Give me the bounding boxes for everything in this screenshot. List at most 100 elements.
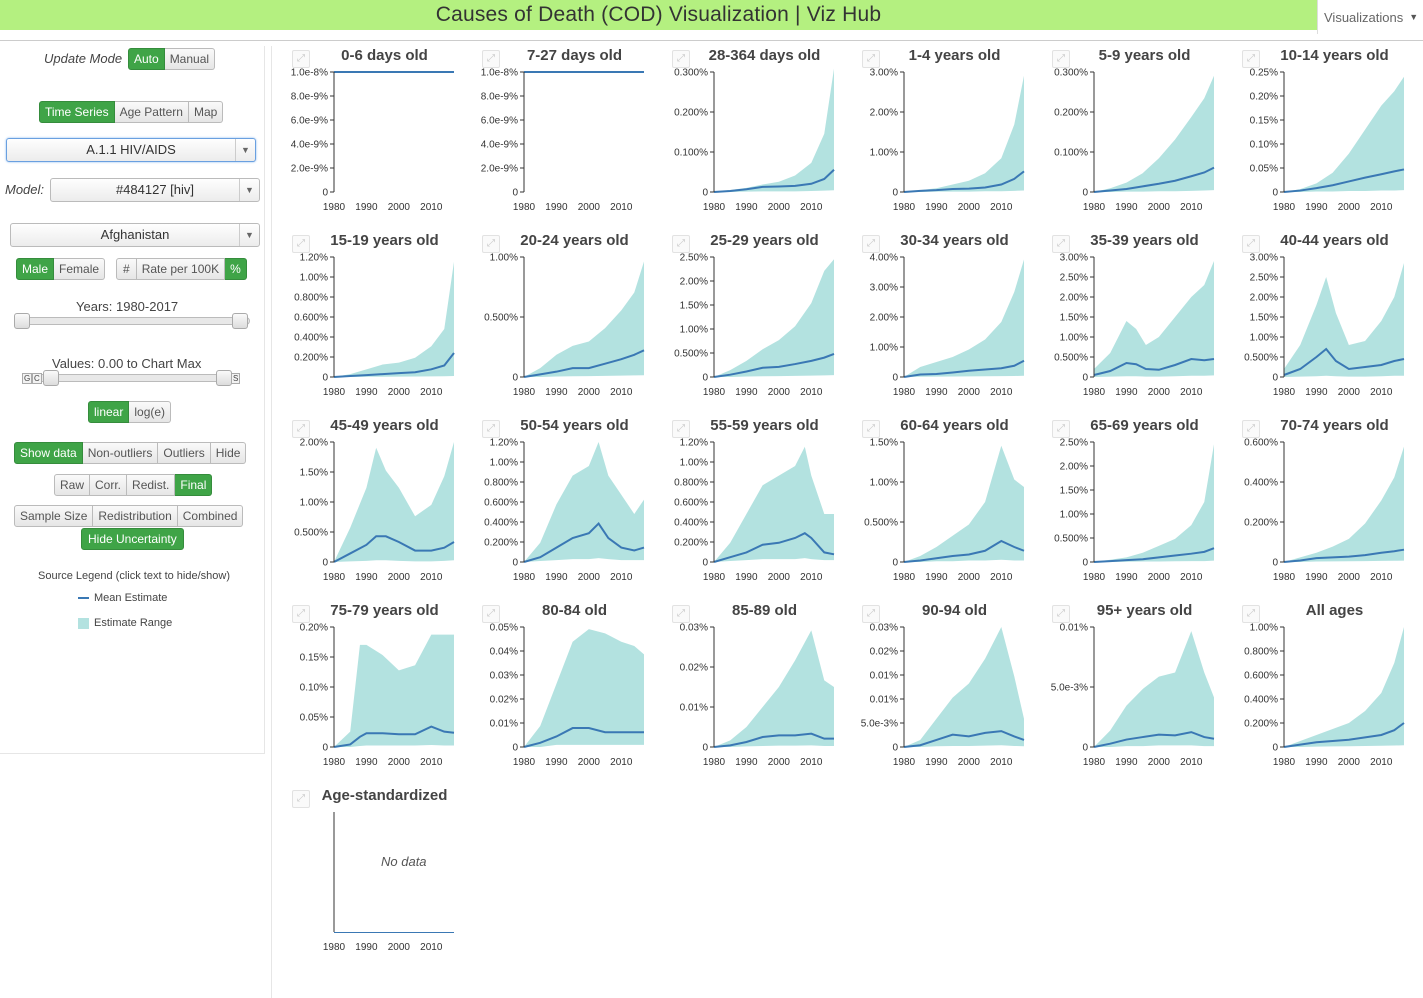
expand-icon[interactable]: ⤢	[1052, 235, 1070, 253]
tab-time-series[interactable]: Time Series	[39, 101, 115, 123]
values-slider-min-handle[interactable]	[43, 370, 59, 386]
expand-icon[interactable]: ⤢	[1242, 605, 1260, 623]
expand-icon[interactable]: ⤢	[862, 235, 880, 253]
y-tick-label: 0.01%	[490, 719, 518, 730]
expand-icon[interactable]: ⤢	[862, 605, 880, 623]
x-tick-label: 2010	[1180, 757, 1203, 768]
update-mode-manual-button[interactable]: Manual	[164, 48, 216, 70]
expand-icon[interactable]: ⤢	[1052, 50, 1070, 68]
values-series-button[interactable]: S	[231, 373, 241, 384]
y-tick-label: 2.00%	[870, 108, 898, 119]
female-button[interactable]: Female	[54, 258, 106, 280]
expand-icon[interactable]: ⤢	[482, 50, 500, 68]
sidebar: Update Mode Auto Manual Time Series Age …	[0, 46, 265, 754]
header-divider	[0, 40, 1423, 41]
y-tick-label: 0.02%	[490, 695, 518, 706]
expand-icon[interactable]: ⤢	[292, 605, 310, 623]
location-select[interactable]: Afghanistan ▼	[10, 223, 260, 247]
expand-icon[interactable]: ⤢	[292, 790, 310, 808]
expand-icon[interactable]: ⤢	[1242, 420, 1260, 438]
chart-grid: ⤢ 0-6 days old 0 2.0e-9% 4.0e-9% 6.0e-9% 8.0e-…	[271, 46, 1423, 998]
y-tick-label: 2.00%	[870, 313, 898, 324]
non-outliers-button[interactable]: Non-outliers	[82, 442, 159, 464]
x-tick-label: 2000	[388, 202, 411, 213]
uncertainty-group: Hide Uncertainty	[81, 528, 184, 550]
tab-map[interactable]: Map	[188, 101, 224, 123]
expand-icon[interactable]: ⤢	[862, 50, 880, 68]
hide-uncertainty-button[interactable]: Hide Uncertainty	[81, 528, 184, 550]
hide-data-button[interactable]: Hide	[210, 442, 247, 464]
combined-button[interactable]: Combined	[177, 505, 244, 527]
mean-estimate-line	[333, 725, 455, 748]
metric-percent-button[interactable]: %	[225, 258, 247, 280]
expand-icon[interactable]: ⤢	[672, 235, 690, 253]
x-tick-label: 2000	[958, 387, 981, 398]
estimate-range-area	[904, 445, 1024, 562]
raw-button[interactable]: Raw	[54, 474, 91, 496]
model-select[interactable]: #484127 [hiv] ▼	[50, 178, 260, 202]
years-slider[interactable]	[15, 317, 250, 325]
x-tick-label: 1990	[925, 202, 948, 213]
expand-icon[interactable]: ⤢	[1052, 605, 1070, 623]
y-tick-label: 5.0e-3%	[1051, 683, 1088, 694]
legend-estimate-range[interactable]: Estimate Range	[78, 617, 172, 629]
final-button[interactable]: Final	[175, 474, 213, 496]
y-tick-label: 1.00%	[490, 458, 518, 469]
expand-icon[interactable]: ⤢	[292, 235, 310, 253]
y-tick-label: 1.50%	[1060, 486, 1088, 497]
legend-title[interactable]: Source Legend (click text to hide/show)	[38, 570, 230, 582]
y-tick-label: 1.00%	[490, 253, 518, 264]
expand-icon[interactable]: ⤢	[1242, 235, 1260, 253]
expand-icon[interactable]: ⤢	[672, 420, 690, 438]
male-button[interactable]: Male	[16, 258, 55, 280]
expand-icon[interactable]: ⤢	[862, 420, 880, 438]
expand-icon[interactable]: ⤢	[482, 235, 500, 253]
y-tick-label: 0.25%	[1250, 68, 1278, 79]
visualizations-menu[interactable]: Visualizations ▼	[1317, 0, 1423, 34]
y-tick-label: 0.400%	[484, 518, 518, 529]
y-tick-label: 2.50%	[1250, 273, 1278, 284]
update-mode-auto-button[interactable]: Auto	[128, 48, 165, 70]
tab-age-pattern[interactable]: Age Pattern	[114, 101, 189, 123]
legend-mean-estimate[interactable]: Mean Estimate	[78, 592, 167, 604]
y-tick-label: 0.500%	[674, 349, 708, 360]
redistributed-button[interactable]: Redist.	[127, 474, 176, 496]
chart-title: 75-79 years old	[330, 602, 439, 619]
chart-panel: ⤢ 40-44 years old 0 0.500% 1.00% 1.50% 2.00% 2.…	[1222, 231, 1407, 411]
log-scale-button[interactable]: log(e)	[129, 401, 172, 423]
expand-icon[interactable]: ⤢	[1052, 420, 1070, 438]
y-tick-label: 0	[1272, 188, 1278, 199]
redistribution-button[interactable]: Redistribution	[93, 505, 178, 527]
expand-icon[interactable]: ⤢	[482, 420, 500, 438]
values-country-button[interactable]: C	[32, 373, 42, 384]
expand-icon[interactable]: ⤢	[672, 50, 690, 68]
values-global-button[interactable]: G	[22, 373, 33, 384]
metric-count-button[interactable]: #	[116, 258, 137, 280]
y-tick-label: 2.0e-9%	[481, 164, 518, 175]
y-tick-label: 0.800%	[294, 293, 328, 304]
y-tick-label: 0.300%	[674, 68, 708, 79]
years-slider-end-handle[interactable]	[232, 313, 248, 329]
cause-select[interactable]: A.1.1 HIV/AIDS ▼	[6, 138, 256, 162]
years-slider-start-handle[interactable]	[14, 313, 30, 329]
y-tick-label: 0.400%	[674, 518, 708, 529]
values-slider-max-handle[interactable]	[216, 370, 232, 386]
chart-title: 30-34 years old	[900, 232, 1009, 249]
x-tick-label: 2010	[990, 387, 1013, 398]
chart-panel: ⤢ 25-29 years old 0 0.500% 1.00% 1.50% 2.00% 2.…	[652, 231, 837, 411]
expand-icon[interactable]: ⤢	[292, 50, 310, 68]
metric-rate-button[interactable]: Rate per 100K	[136, 258, 226, 280]
expand-icon[interactable]: ⤢	[482, 605, 500, 623]
expand-icon[interactable]: ⤢	[672, 605, 690, 623]
corrected-button[interactable]: Corr.	[90, 474, 128, 496]
y-tick-label: 0.500%	[1244, 353, 1278, 364]
x-tick-label: 2000	[578, 387, 601, 398]
expand-icon[interactable]: ⤢	[1242, 50, 1260, 68]
outliers-button[interactable]: Outliers	[158, 442, 211, 464]
linear-scale-button[interactable]: linear	[88, 401, 130, 423]
expand-icon[interactable]: ⤢	[292, 420, 310, 438]
show-data-button[interactable]: Show data	[14, 442, 83, 464]
sample-size-button[interactable]: Sample Size	[14, 505, 94, 527]
header-banner: Causes of Death (COD) Visualization | Vi…	[0, 0, 1317, 30]
chevron-down-icon: ▼	[1409, 12, 1419, 22]
